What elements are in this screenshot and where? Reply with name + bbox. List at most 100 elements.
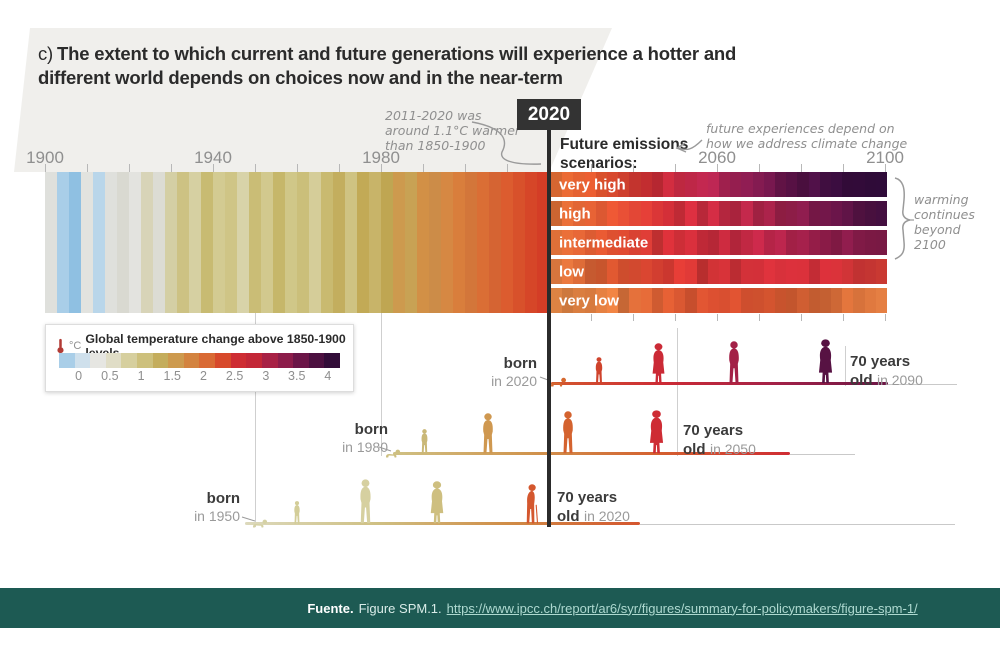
legend-segment [293, 353, 309, 368]
scenario-stripe [629, 172, 641, 197]
warming-stripe [45, 172, 57, 313]
axis-tick [339, 164, 340, 172]
scenario-stripe [786, 288, 798, 313]
warming-stripe [69, 172, 81, 313]
scenario-stripe [730, 259, 742, 284]
scenario-stripe [819, 230, 832, 255]
scenario-stripe [875, 201, 887, 226]
warming-stripe [333, 172, 345, 313]
scenario-stripe [651, 201, 664, 226]
person-elder-silhouette [522, 483, 540, 530]
scenario-stripe [730, 230, 742, 255]
warming-stripe [93, 172, 105, 313]
legend-segment [261, 353, 278, 368]
scenario-stripe [808, 288, 820, 313]
scenario-stripe [831, 172, 843, 197]
scenario-stripe [551, 288, 563, 313]
scenario-stripe [707, 259, 720, 284]
warming-stripe [237, 172, 249, 313]
scenario-stripe [663, 230, 675, 255]
scenario-stripe [819, 259, 832, 284]
legend-tick: 2 [199, 369, 207, 383]
curly-brace-icon [894, 177, 911, 260]
color-legend: °C Global temperature change above 1850-… [45, 324, 354, 392]
scenario-stripe [864, 259, 876, 284]
scenario-stripe [786, 259, 798, 284]
warming-stripe [201, 172, 213, 313]
scenario-stripe [763, 288, 776, 313]
legend-segment [183, 353, 200, 368]
timeline-extension [888, 384, 957, 385]
person-adult-silhouette [559, 411, 577, 460]
legend-segment [105, 353, 122, 368]
scenario-stripe [719, 288, 731, 313]
legend-segment [308, 353, 325, 368]
warming-stripe [117, 172, 129, 313]
scenario-stripe [763, 259, 776, 284]
warming-stripe [441, 172, 453, 313]
scenario-stripe [629, 259, 641, 284]
timeline-extension [790, 454, 855, 455]
scenario-stripe [797, 288, 809, 313]
scenario-stripe [562, 201, 574, 226]
scenario-stripe [875, 172, 887, 197]
scenario-stripe [730, 172, 742, 197]
age-70-2020-label: 70 years old in 2020 [557, 489, 630, 526]
age-70-2090-label: 70 years old in 2090 [850, 353, 923, 390]
scenario-stripe [562, 259, 574, 284]
scenario-bar-low: low [551, 259, 887, 284]
legend-segment [199, 353, 216, 368]
warming-stripe [177, 172, 189, 313]
axis-label-2060: 2060 [698, 148, 736, 167]
legend-segment [324, 353, 340, 368]
scenario-stripe [607, 288, 619, 313]
scenario-stripe [842, 259, 854, 284]
warming-stripe [249, 172, 261, 313]
scenario-stripe [663, 201, 675, 226]
scenario-stripe [607, 201, 619, 226]
timeline-extension [640, 524, 955, 525]
scenario-stripe [562, 288, 574, 313]
scenario-stripe [651, 172, 664, 197]
axis-tick [507, 164, 508, 172]
scenario-stripe [819, 288, 832, 313]
thermometer-icon [57, 338, 64, 354]
scenario-stripe [741, 288, 753, 313]
warming-stripe [165, 172, 177, 313]
scenario-stripe [719, 201, 731, 226]
person-child-silhouette [419, 429, 430, 460]
scenario-stripe [741, 259, 753, 284]
scenario-stripe [696, 230, 708, 255]
born-2020-label: born in 2020 [491, 355, 537, 390]
warming-stripe [261, 172, 273, 313]
scenario-stripe [707, 288, 720, 313]
scenario-stripe [573, 172, 585, 197]
scenario-stripe [685, 259, 697, 284]
axis-tick [423, 164, 424, 172]
axis-label-1980: 1980 [362, 148, 400, 167]
scenario-stripe [685, 201, 697, 226]
warming-stripe [381, 172, 393, 313]
title-text: The extent to which current and future g… [38, 43, 737, 88]
legend-unit: °C [68, 340, 82, 352]
scenario-label: very high [559, 176, 626, 193]
scenario-stripe [674, 172, 686, 197]
scenario-stripe [741, 201, 753, 226]
scenario-stripe [674, 259, 686, 284]
axis-tick [465, 164, 466, 172]
scenario-stripe [595, 230, 608, 255]
source-link[interactable]: https://www.ipcc.ch/report/ar6/syr/figur… [446, 600, 918, 616]
source-text: Figure SPM.1. [358, 600, 442, 616]
scenario-stripe [651, 259, 664, 284]
scenario-stripe [831, 259, 843, 284]
scenario-stripe [853, 259, 865, 284]
legend-tick: 0.5 [101, 369, 119, 383]
scenario-stripe [853, 172, 865, 197]
legend-gradient-bar [59, 353, 340, 368]
warming-stripe [309, 172, 321, 313]
axis-tick [843, 164, 844, 172]
scenario-stripe [842, 201, 854, 226]
scenario-stripe [584, 288, 596, 313]
scenario-stripe [685, 230, 697, 255]
scenario-stripe [651, 230, 664, 255]
